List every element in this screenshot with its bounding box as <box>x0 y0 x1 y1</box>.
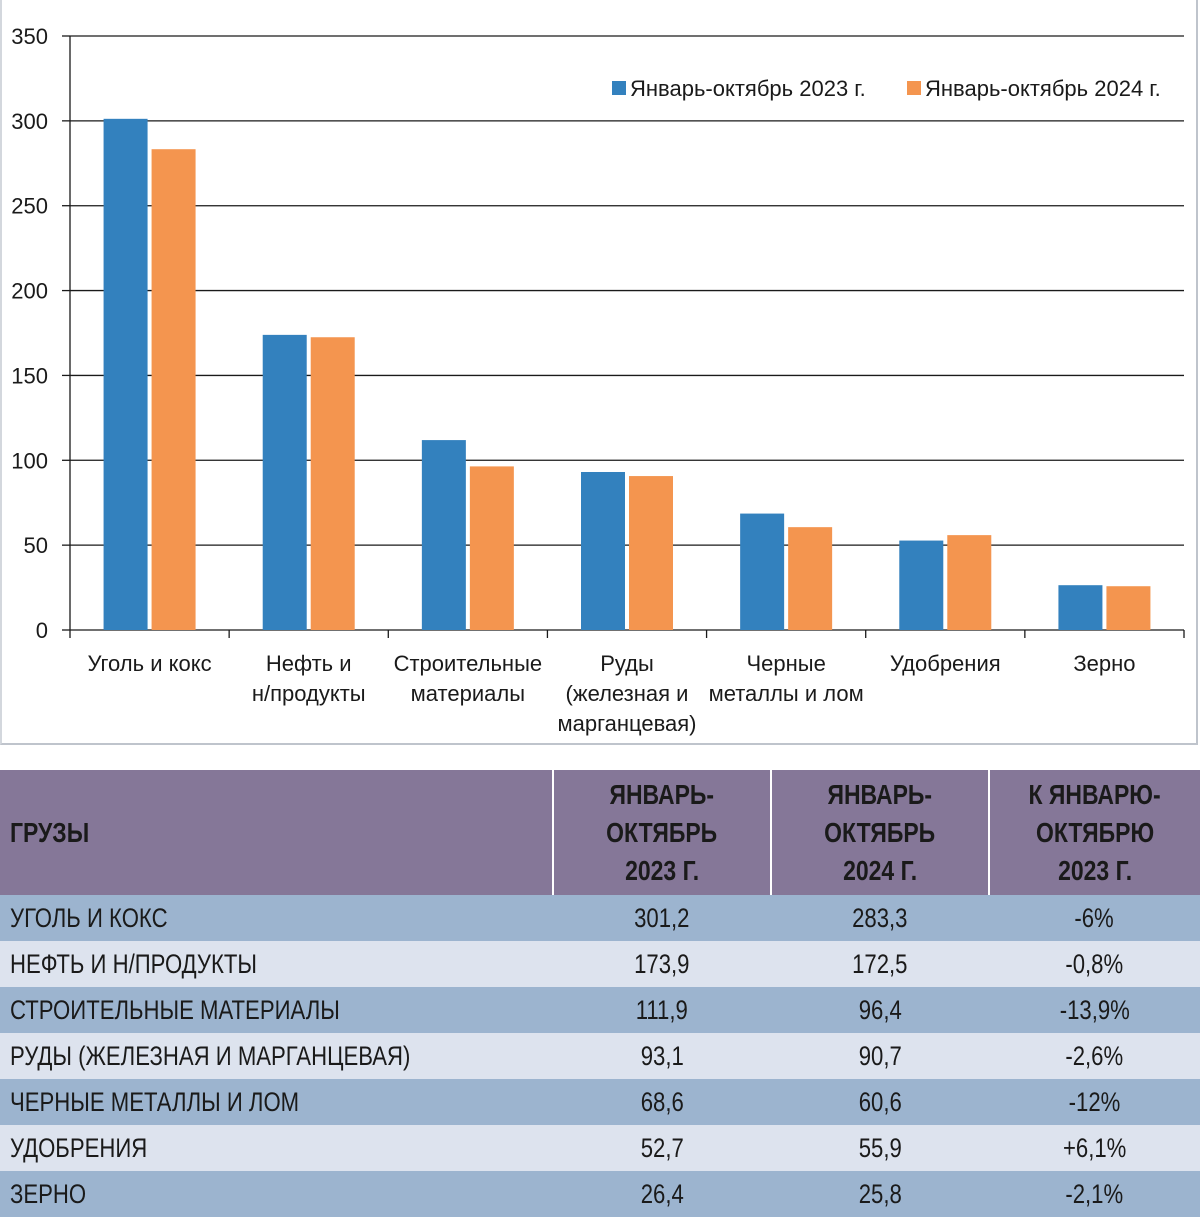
cell-change: -2,1% <box>989 1171 1200 1217</box>
cargo-table: ГРУЗЫ ЯНВАРЬ- ОКТЯБРЬ 2023 Г. ЯНВАРЬ- ОК… <box>0 770 1200 1217</box>
cell-2023: 26,4 <box>553 1171 771 1217</box>
y-tick-label: 350 <box>11 24 48 49</box>
cell-change: -6% <box>989 895 1200 941</box>
bar-2024 <box>151 149 196 630</box>
cell-cargo: РУДЫ (ЖЕЛЕЗНАЯ И МАРГАНЦЕВАЯ) <box>0 1033 553 1079</box>
legend-label: Январь-октябрь 2023 г. <box>630 76 866 101</box>
cell-cargo: ЧЕРНЫЕ МЕТАЛЛЫ И ЛОМ <box>0 1079 553 1125</box>
cell-2023: 301,2 <box>553 895 771 941</box>
legend-swatch <box>907 81 921 95</box>
chart-panel: 0 50 100 150 200 250 300 350 Уголь и кокс Нефть и… <box>0 0 1198 745</box>
bar-2023 <box>1058 585 1103 630</box>
category-label: Нефть и <box>266 651 352 676</box>
bar-2024 <box>788 527 833 630</box>
cell-cargo: НЕФТЬ И Н/ПРОДУКТЫ <box>0 941 553 987</box>
cell-change: -13,9% <box>989 987 1200 1033</box>
cell-2024: 90,7 <box>771 1033 989 1079</box>
table-row: СТРОИТЕЛЬНЫЕ МАТЕРИАЛЫ 111,9 96,4 -13,9% <box>0 987 1200 1033</box>
y-tick-label: 150 <box>11 363 48 388</box>
legend-swatch <box>612 81 626 95</box>
category-label: марганцевая) <box>557 711 696 736</box>
header-2023: ЯНВАРЬ- ОКТЯБРЬ 2023 Г. <box>552 770 771 895</box>
cell-2024: 25,8 <box>771 1171 989 1217</box>
cell-2024: 96,4 <box>771 987 989 1033</box>
cell-change: -0,8% <box>989 941 1200 987</box>
header-change: К ЯНВАРЮ- ОКТЯБРЮ 2023 Г. <box>988 770 1200 895</box>
category-label: Удобрения <box>890 651 1001 676</box>
table-row: РУДЫ (ЖЕЛЕЗНАЯ И МАРГАНЦЕВАЯ) 93,1 90,7 -2,… <box>0 1033 1200 1079</box>
bar-2023 <box>740 513 785 630</box>
y-tick-label: 250 <box>11 194 48 219</box>
cell-cargo: УГОЛЬ И КОКС <box>0 895 553 941</box>
cell-cargo: СТРОИТЕЛЬНЫЕ МАТЕРИАЛЫ <box>0 987 553 1033</box>
cell-2024: 60,6 <box>771 1079 989 1125</box>
y-tick-label: 100 <box>11 448 48 473</box>
cell-cargo: УДОБРЕНИЯ <box>0 1125 553 1171</box>
cell-change: -12% <box>989 1079 1200 1125</box>
bar-2023 <box>262 334 307 630</box>
bar-2024 <box>947 535 992 630</box>
bar-2024 <box>1106 586 1151 630</box>
cell-cargo: ЗЕРНО <box>0 1171 553 1217</box>
table-row: УДОБРЕНИЯ 52,7 55,9 +6,1% <box>0 1125 1200 1171</box>
category-label: н/продукты <box>252 681 366 706</box>
cell-2023: 52,7 <box>553 1125 771 1171</box>
table-row: НЕФТЬ И Н/ПРОДУКТЫ 173,9 172,5 -0,8% <box>0 941 1200 987</box>
cell-2023: 111,9 <box>553 987 771 1033</box>
table-header-row: ГРУЗЫ ЯНВАРЬ- ОКТЯБРЬ 2023 Г. ЯНВАРЬ- ОК… <box>0 770 1200 895</box>
bar-2023 <box>899 540 944 630</box>
table-row: УГОЛЬ И КОКС 301,2 283,3 -6% <box>0 895 1200 941</box>
category-label: материалы <box>411 681 525 706</box>
cell-2024: 172,5 <box>771 941 989 987</box>
legend-label: Январь-октябрь 2024 г. <box>925 76 1161 101</box>
category-label: (железная и <box>566 681 689 706</box>
cell-change: -2,6% <box>989 1033 1200 1079</box>
table-row: ЗЕРНО 26,4 25,8 -2,1% <box>0 1171 1200 1217</box>
cell-2024: 55,9 <box>771 1125 989 1171</box>
cell-2024: 283,3 <box>771 895 989 941</box>
bar-2023 <box>581 471 625 630</box>
cell-2023: 68,6 <box>553 1079 771 1125</box>
bar-2024 <box>469 466 514 630</box>
bar-2023 <box>103 118 148 631</box>
category-label: Черные <box>746 651 825 676</box>
table-row: ЧЕРНЫЕ МЕТАЛЛЫ И ЛОМ 68,6 60,6 -12% <box>0 1079 1200 1125</box>
cell-2023: 173,9 <box>553 941 771 987</box>
y-tick-label: 200 <box>11 279 48 304</box>
header-cargo: ГРУЗЫ <box>0 770 553 895</box>
bar-2023 <box>421 440 466 630</box>
cell-2023: 93,1 <box>553 1033 771 1079</box>
category-label: металлы и лом <box>709 681 864 706</box>
header-2024: ЯНВАРЬ- ОКТЯБРЬ 2024 Г. <box>770 770 989 895</box>
category-label: Зерно <box>1073 651 1135 676</box>
cell-change: +6,1% <box>989 1125 1200 1171</box>
category-label: Строительные <box>394 651 543 676</box>
bar-2024 <box>629 476 673 630</box>
category-label: Уголь и кокс <box>88 651 212 676</box>
bar-chart: 0 50 100 150 200 250 300 350 Уголь и кокс Нефть и… <box>11 24 1185 736</box>
y-tick-label: 50 <box>24 533 48 558</box>
bar-2024 <box>310 337 355 630</box>
category-label: Руды <box>600 651 654 676</box>
y-tick-label: 300 <box>11 109 48 134</box>
y-tick-label: 0 <box>36 618 48 643</box>
